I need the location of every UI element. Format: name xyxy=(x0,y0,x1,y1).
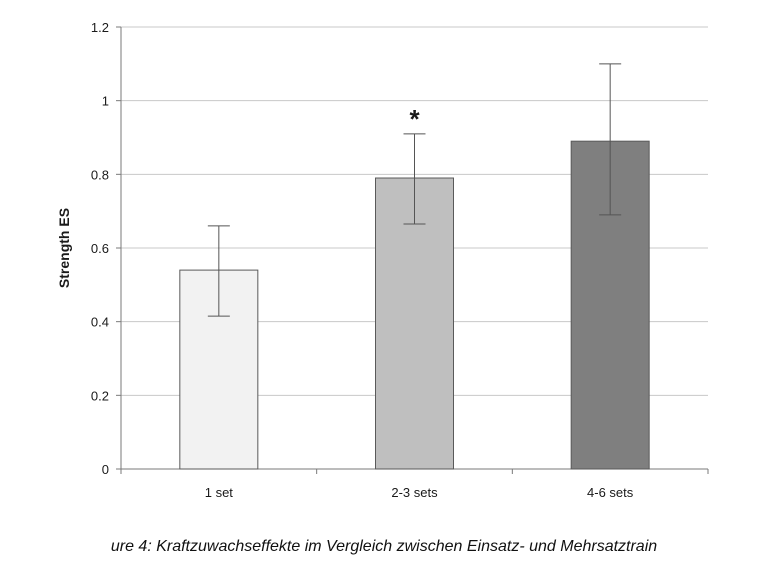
bar-chart: 00.20.40.60.811.21 set 2-3 sets*4-6 sets … xyxy=(56,20,709,500)
bar xyxy=(375,177,454,470)
y-tick-label: 0.8 xyxy=(91,167,109,182)
y-tick-label: 0.2 xyxy=(91,388,109,403)
tick-labels: 0 0.2 0.4 0.6 0.8 1 1.2 1 set 2-3 sets * 4-6 sets xyxy=(91,20,634,500)
figure-caption: ure 4: Kraftzuwachseffekte im Vergleich … xyxy=(110,538,658,555)
y-tick-label: 0.4 xyxy=(91,315,109,330)
x-tick-label: 4-6 sets xyxy=(587,485,634,500)
significance-marker: * xyxy=(409,104,420,134)
y-tick-label: 1 xyxy=(102,94,109,109)
x-tick-label: 2-3 sets xyxy=(391,485,438,500)
y-tick-label: 0.6 xyxy=(91,241,109,256)
y-axis-title: Strength ES xyxy=(56,208,72,288)
error-bars xyxy=(207,63,622,317)
y-tick-label: 0 xyxy=(102,462,109,477)
x-tick-label: 1 set xyxy=(205,485,234,500)
y-tick-label: 1.2 xyxy=(91,20,109,35)
